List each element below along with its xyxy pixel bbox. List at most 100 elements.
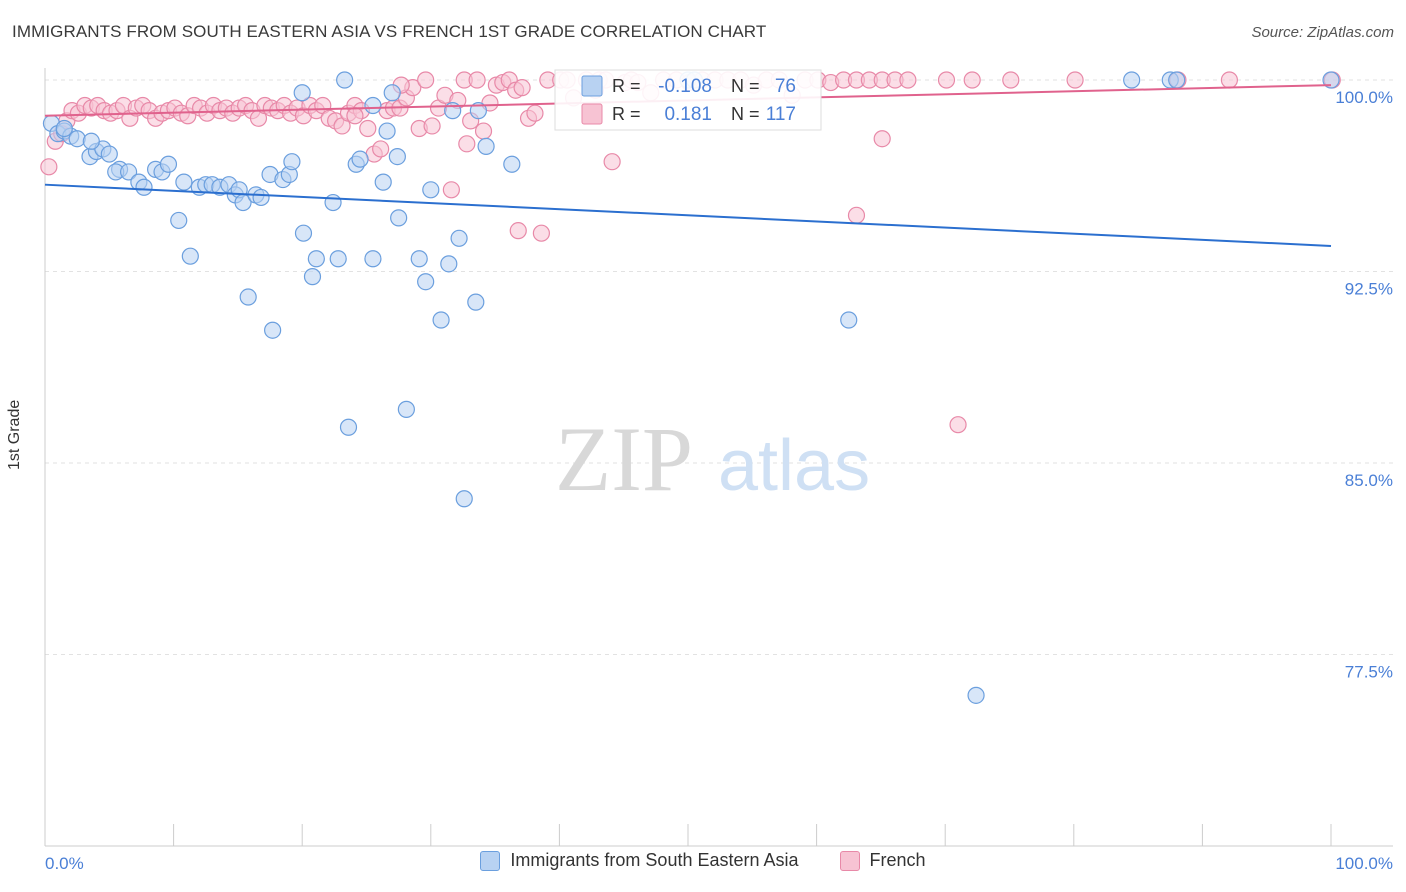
- sea-point: [397, 400, 415, 418]
- french-point: [526, 104, 544, 122]
- sea-point: [410, 250, 428, 268]
- french-point: [847, 206, 866, 224]
- sea-point: [432, 311, 450, 329]
- sea-point: [324, 193, 342, 212]
- y-tick-label: 85.0%: [1345, 471, 1393, 490]
- sea-point: [450, 229, 468, 247]
- sea-point: [100, 145, 118, 163]
- y-tick-label: 92.5%: [1345, 280, 1393, 299]
- french-point: [899, 71, 917, 89]
- stats-n-label: N =: [731, 76, 760, 96]
- sea-point: [307, 250, 325, 268]
- sea-point: [175, 173, 193, 191]
- watermark: ZIP atlas: [555, 408, 870, 510]
- sea-point: [1123, 71, 1141, 89]
- stats-r-value: 0.181: [664, 104, 712, 125]
- sea-point: [329, 250, 347, 268]
- stats-swatch: [581, 103, 603, 125]
- stats-n-label: N =: [731, 104, 760, 124]
- sea-point: [159, 155, 178, 173]
- french-point: [532, 224, 550, 242]
- sea-point: [264, 321, 282, 339]
- sea-point: [55, 119, 73, 138]
- french-point: [873, 130, 891, 148]
- sea-point: [840, 311, 858, 329]
- stats-box: R = -0.108 N = 76 R = 0.181 N = 117: [554, 69, 822, 131]
- y-tick-label: 100.0%: [1335, 88, 1393, 107]
- axes: [44, 68, 1393, 847]
- french-point: [1002, 71, 1020, 89]
- french-point: [949, 416, 967, 434]
- french-point: [346, 107, 364, 125]
- chart-title: IMMIGRANTS FROM SOUTH EASTERN ASIA VS FR…: [12, 22, 767, 41]
- stats-r-value: -0.108: [658, 76, 712, 97]
- french-point: [603, 153, 621, 171]
- french-point: [474, 122, 493, 140]
- sea-points: [42, 71, 1340, 704]
- french-point: [442, 181, 460, 199]
- sea-point: [339, 418, 358, 436]
- sea-point: [383, 84, 401, 102]
- sea-point: [467, 293, 485, 311]
- french-point: [372, 140, 390, 158]
- french-point: [513, 79, 531, 97]
- watermark-atlas: atlas: [718, 426, 870, 506]
- sea-point: [477, 137, 495, 155]
- french-point: [1220, 71, 1239, 89]
- legend-label-french: French: [869, 850, 926, 870]
- french-point: [458, 135, 476, 153]
- sea-point: [303, 268, 322, 286]
- french-point: [937, 71, 956, 89]
- stats-swatch: [581, 75, 603, 97]
- sea-point: [967, 686, 985, 704]
- watermark-zip: ZIP: [555, 408, 693, 510]
- legend-label-sea: Immigrants from South Eastern Asia: [510, 850, 799, 870]
- stats-n-value: 117: [766, 104, 796, 125]
- sea-point: [417, 273, 435, 291]
- x-tick-label: 100.0%: [1335, 854, 1393, 873]
- french-point: [468, 71, 486, 89]
- sea-point: [422, 181, 440, 199]
- sea-point: [252, 188, 270, 207]
- sea-point: [119, 163, 138, 181]
- french-point: [417, 71, 435, 89]
- sea-point: [294, 224, 313, 242]
- french-point: [1066, 71, 1084, 89]
- grid-lines: [45, 79, 1393, 655]
- sea-point: [455, 490, 473, 508]
- sea-point: [364, 96, 382, 115]
- sea-point: [135, 178, 153, 196]
- stats-n-value: 76: [775, 76, 796, 97]
- sea-point: [181, 247, 199, 265]
- sea-point: [293, 84, 311, 102]
- sea-point: [440, 255, 458, 273]
- sea-point: [374, 173, 392, 191]
- tick-labels: 100.0% 92.5% 85.0% 77.5% 0.0% 100.0%: [45, 88, 1393, 873]
- sea-point: [1322, 71, 1340, 89]
- sea-point: [388, 148, 406, 166]
- sea-point: [503, 155, 521, 173]
- french-point: [509, 222, 527, 240]
- source-label: Source: ZipAtlas.com: [1251, 24, 1394, 41]
- sea-point: [351, 150, 369, 168]
- sea-point: [469, 102, 487, 120]
- sea-point: [239, 288, 257, 306]
- sea-point: [68, 130, 86, 148]
- french-point: [359, 119, 377, 138]
- french-point: [423, 117, 441, 135]
- sea-point: [336, 71, 354, 89]
- sea-point: [390, 209, 408, 227]
- sea-point: [82, 132, 100, 150]
- sea-point: [364, 250, 382, 268]
- french-point: [963, 71, 981, 89]
- x-tick-label: 0.0%: [45, 854, 84, 873]
- french-point: [40, 158, 58, 176]
- stats-r-label: R =: [612, 104, 641, 124]
- legend-swatch-french: [839, 850, 860, 871]
- legend-item-french: French: [839, 850, 926, 871]
- sea-point: [283, 153, 301, 171]
- sea-point: [378, 122, 396, 140]
- legend-item-sea: Immigrants from South Eastern Asia: [480, 850, 799, 871]
- sea-point: [1168, 71, 1186, 89]
